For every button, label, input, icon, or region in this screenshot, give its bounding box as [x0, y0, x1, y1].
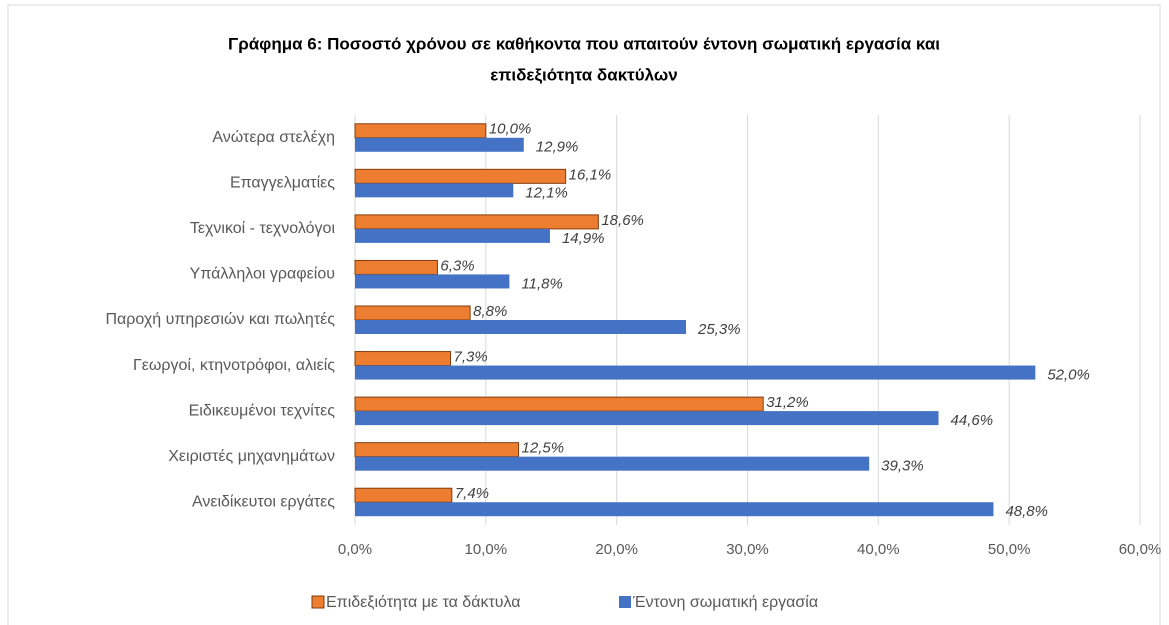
- legend-label: Επιδεξιότητα με τα δάκτυλα: [326, 594, 521, 611]
- x-tick-label: 30,0%: [726, 541, 769, 558]
- data-label: 7,3%: [454, 349, 488, 366]
- chart-title: επιδεξιότητα δακτύλων: [490, 65, 677, 84]
- chart-border: [7, 4, 1161, 625]
- data-label: 18,6%: [601, 212, 644, 229]
- x-tick-label: 0,0%: [338, 541, 372, 558]
- data-label: 12,9%: [536, 139, 579, 156]
- bar: [354, 214, 599, 230]
- data-label: 48,8%: [1005, 503, 1048, 520]
- data-label: 31,2%: [766, 394, 809, 411]
- y-tick-label: Γεωργοί, κτηνοτρόφοι, αλιείς: [133, 357, 335, 374]
- data-label: 25,3%: [697, 321, 741, 338]
- bar: [354, 442, 520, 458]
- data-label: 7,4%: [455, 485, 489, 502]
- data-label: 10,0%: [489, 121, 532, 138]
- bar: [355, 320, 687, 334]
- y-tick-label: Ανώτερα στελέχη: [212, 129, 335, 146]
- x-tick-label: 40,0%: [857, 541, 900, 558]
- data-label: 16,1%: [569, 166, 612, 183]
- bar: [354, 259, 438, 275]
- data-label: 12,1%: [525, 184, 568, 201]
- x-tick-label: 60,0%: [1119, 541, 1162, 558]
- y-tick-label: Υπάλληλοι γραφείου: [190, 266, 335, 283]
- bar: [354, 305, 471, 321]
- data-label: 11,8%: [521, 275, 562, 292]
- bar: [355, 456, 870, 471]
- data-label: 12,5%: [522, 440, 565, 457]
- data-label: 52,0%: [1047, 367, 1090, 384]
- legend-swatch: [619, 596, 631, 608]
- bar: [355, 228, 550, 243]
- x-tick-label: 50,0%: [988, 541, 1031, 558]
- bar: [355, 274, 510, 289]
- legend-swatch: [311, 595, 325, 609]
- legend-label: Έντονη σωματική εργασία: [632, 594, 818, 611]
- bar: [355, 183, 514, 198]
- y-tick-label: Επαγγελματίες: [230, 175, 335, 192]
- data-label: 39,3%: [881, 458, 924, 475]
- y-tick-label: Ανειδίκευτοι εργάτες: [192, 493, 335, 510]
- data-label: 8,8%: [473, 303, 507, 320]
- x-tick-label: 20,0%: [595, 541, 638, 558]
- data-label: 6,3%: [440, 257, 474, 274]
- chart-title: Γράφημα 6: Ποσοστό χρόνου σε καθήκοντα π…: [228, 34, 940, 53]
- y-tick-label: Τεχνικοί - τεχνολόγοι: [190, 220, 336, 237]
- y-tick-label: Παροχή υπηρεσιών και πωλητές: [105, 311, 335, 328]
- bar: [355, 365, 1036, 380]
- x-tick-label: 10,0%: [465, 541, 508, 558]
- bar: [354, 351, 452, 367]
- y-tick-label: Χειριστές μηχανημάτων: [168, 448, 335, 465]
- bar: [354, 123, 487, 139]
- y-tick-label: Ειδικευμένοι τεχνίτες: [189, 402, 336, 419]
- data-label: 14,9%: [562, 230, 605, 247]
- bar: [355, 411, 939, 426]
- data-label: 44,6%: [951, 412, 994, 429]
- bar: [354, 168, 567, 184]
- bar: [354, 487, 453, 503]
- bar: [355, 502, 994, 517]
- bar: [355, 137, 524, 152]
- bar: [354, 396, 764, 412]
